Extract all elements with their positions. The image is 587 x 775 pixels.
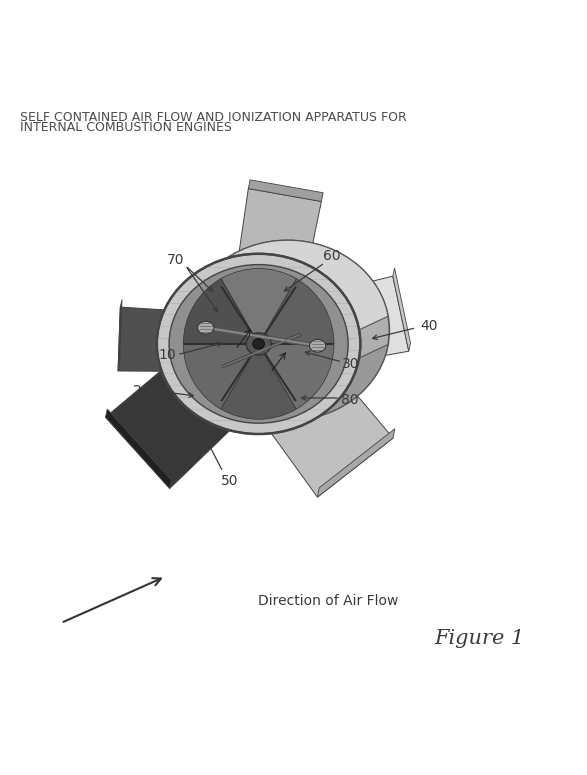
Polygon shape xyxy=(220,306,224,372)
Text: 20: 20 xyxy=(133,384,150,398)
Polygon shape xyxy=(248,338,318,401)
Ellipse shape xyxy=(157,253,360,434)
Ellipse shape xyxy=(186,240,389,421)
Polygon shape xyxy=(288,294,305,370)
Wedge shape xyxy=(259,344,334,409)
Ellipse shape xyxy=(169,264,348,423)
Polygon shape xyxy=(158,344,388,434)
Text: 40: 40 xyxy=(421,319,438,333)
Text: 50: 50 xyxy=(221,474,239,488)
Wedge shape xyxy=(183,344,259,409)
Text: 80: 80 xyxy=(342,393,359,407)
Polygon shape xyxy=(318,429,395,497)
Polygon shape xyxy=(106,409,171,488)
Text: Figure 1: Figure 1 xyxy=(434,629,525,648)
Polygon shape xyxy=(393,268,410,351)
Text: INTERNAL COMBUSTION ENGINES: INTERNAL COMBUSTION ENGINES xyxy=(20,121,232,134)
Text: 60: 60 xyxy=(323,250,340,264)
Wedge shape xyxy=(221,344,296,419)
Wedge shape xyxy=(183,279,259,344)
Polygon shape xyxy=(232,188,322,312)
Polygon shape xyxy=(106,337,259,488)
Text: 10: 10 xyxy=(158,348,176,362)
Ellipse shape xyxy=(198,322,214,334)
Polygon shape xyxy=(118,299,122,371)
Text: 30: 30 xyxy=(342,356,359,370)
Ellipse shape xyxy=(253,339,264,349)
Polygon shape xyxy=(118,307,222,372)
Wedge shape xyxy=(259,279,334,344)
Polygon shape xyxy=(232,292,300,312)
Polygon shape xyxy=(158,240,388,330)
Text: Direction of Air Flow: Direction of Air Flow xyxy=(258,594,399,608)
Ellipse shape xyxy=(246,332,271,355)
Wedge shape xyxy=(221,269,296,344)
Polygon shape xyxy=(248,180,323,202)
Ellipse shape xyxy=(309,339,326,352)
Polygon shape xyxy=(288,276,409,370)
Polygon shape xyxy=(201,329,261,401)
Polygon shape xyxy=(248,347,393,497)
Text: 70: 70 xyxy=(167,253,184,267)
Text: SELF CONTAINED AIR FLOW AND IONIZATION APPARATUS FOR: SELF CONTAINED AIR FLOW AND IONIZATION A… xyxy=(20,112,407,124)
